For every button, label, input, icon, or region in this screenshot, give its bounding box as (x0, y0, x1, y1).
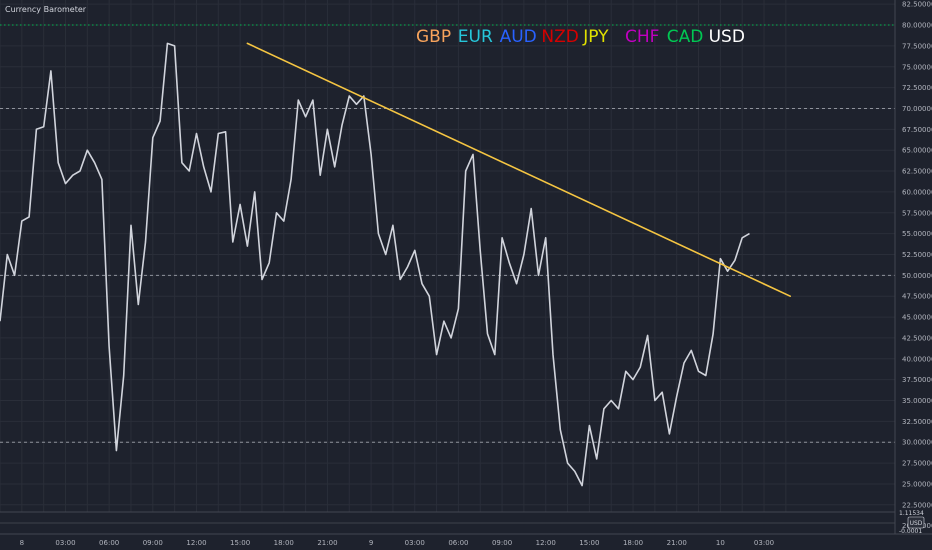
y-tick-label-4: 72.50000 (902, 84, 932, 92)
x-tick-label-2: 06:00 (99, 539, 119, 547)
x-tick-label-14: 18:00 (623, 539, 643, 547)
y-tick-label-0: 82.50000 (902, 1, 932, 9)
x-tick-label-3: 09:00 (143, 539, 163, 547)
y-tick-label-12: 52.50000 (902, 251, 932, 259)
x-tick-label-7: 21:00 (317, 539, 337, 547)
x-tick-label-9: 03:00 (405, 539, 425, 547)
y-tick-label-24: 22.50000 (902, 501, 932, 509)
series-lines (0, 42, 750, 487)
x-tick-label-6: 18:00 (274, 539, 294, 547)
y-tick-label-1: 80.00000 (902, 22, 932, 30)
y-tick-label-2: 77.50000 (902, 42, 932, 50)
x-tick-label-12: 12:00 (536, 539, 556, 547)
legend-entry-jpy: JPY (582, 27, 609, 47)
y-tick-label-3: 75.00000 (902, 63, 932, 71)
y-tick-label-20: 32.50000 (902, 418, 932, 426)
y-tick-label-18: 37.50000 (902, 376, 932, 384)
y-tick-label-6: 67.50000 (902, 126, 932, 134)
legend-entry-nzd: NZD (541, 27, 578, 47)
legend-entry-chf: CHF (625, 27, 659, 47)
y-tick-label-11: 55.00000 (902, 230, 932, 238)
legend: GBP EUR AUD NZD JPY CHF CAD USD (416, 27, 745, 47)
y-tick-label-13: 50.00000 (902, 272, 932, 280)
x-tick-label-0: 8 (20, 539, 24, 547)
y-axis-panel (895, 0, 932, 550)
legend-entry-cad: CAD (667, 27, 704, 47)
x-tick-label-5: 15:00 (230, 539, 250, 547)
y-tick-label-7: 65.00000 (902, 147, 932, 155)
y-tick-label-9: 60.00000 (902, 188, 932, 196)
x-tick-label-13: 15:00 (579, 539, 599, 547)
legend-entry-eur: EUR (458, 27, 493, 47)
y-tick-label-21: 30.00000 (902, 439, 932, 447)
legend-entry-gbp: GBP (416, 27, 451, 47)
y-tick-label-8: 62.50000 (902, 168, 932, 176)
axis-badge-label[interactable]: USD (910, 520, 923, 527)
y-tick-label-22: 27.50000 (902, 460, 932, 468)
trendline (246, 42, 792, 298)
x-axis-ticks: 8 03:00 06:00 09:00 12:00 15:00 18:00 21:00 9 03:… (20, 539, 775, 547)
y-tick-label-17: 40.00000 (902, 355, 932, 363)
y-tick-label-14: 47.50000 (902, 293, 932, 301)
x-tick-label-15: 21:00 (667, 539, 687, 547)
x-tick-label-17: 03:00 (754, 539, 774, 547)
chart-title: Currency Barometer (5, 5, 87, 14)
y-tick-label-10: 57.50000 (902, 209, 932, 217)
x-tick-label-4: 12:00 (186, 539, 206, 547)
y-tick-label-23: 25.00000 (902, 480, 932, 488)
x-tick-label-16: 10 (716, 539, 725, 547)
legend-entry-usd: USD (709, 27, 745, 47)
x-tick-label-10: 06:00 (448, 539, 468, 547)
bottom-panel-value: 1.11534 (899, 510, 924, 517)
y-tick-label-19: 35.00000 (902, 397, 932, 405)
legend-entry-aud: AUD (500, 27, 537, 47)
x-tick-label-8: 9 (369, 539, 373, 547)
y-tick-label-15: 45.00000 (902, 314, 932, 322)
axis-badge[interactable] (907, 516, 925, 529)
y-tick-label-16: 42.50000 (902, 334, 932, 342)
series-line-0 (0, 42, 750, 487)
x-tick-label-11: 09:00 (492, 539, 512, 547)
x-tick-label-1: 03:00 (55, 539, 75, 547)
x-axis-panel (0, 534, 932, 550)
bottom-panel-value-2: -0.0001 (899, 528, 922, 535)
y-tick-label-5: 70.00000 (902, 105, 932, 113)
